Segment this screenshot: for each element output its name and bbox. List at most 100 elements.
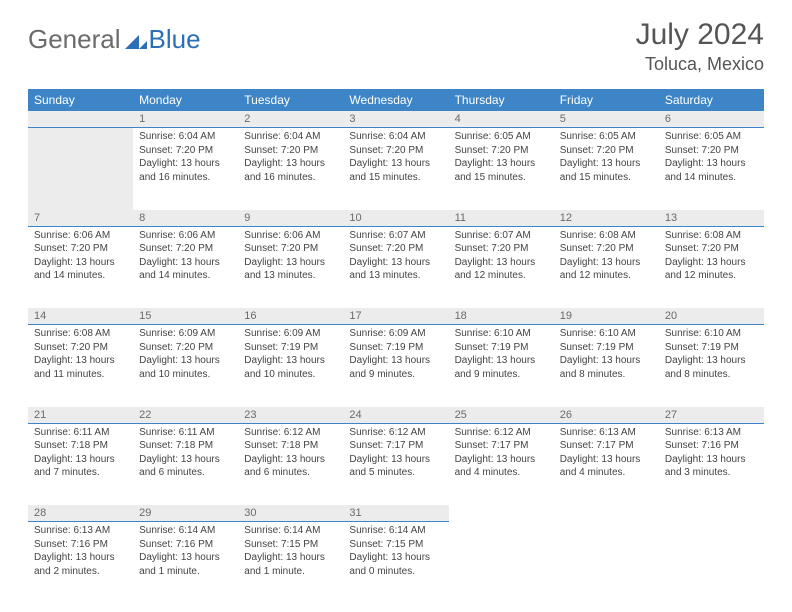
day-cell: Sunrise: 6:04 AMSunset: 7:20 PMDaylight:…	[343, 128, 448, 210]
day-number-cell: 8	[133, 210, 238, 227]
day-number-cell	[659, 505, 764, 522]
day-cell: Sunrise: 6:05 AMSunset: 7:20 PMDaylight:…	[449, 128, 554, 210]
day-number-cell: 20	[659, 308, 764, 325]
day-number-cell: 10	[343, 210, 448, 227]
day-content: Sunrise: 6:14 AMSunset: 7:15 PMDaylight:…	[244, 522, 337, 578]
day-cell: Sunrise: 6:13 AMSunset: 7:16 PMDaylight:…	[659, 423, 764, 505]
day-cell: Sunrise: 6:05 AMSunset: 7:20 PMDaylight:…	[659, 128, 764, 210]
day-number-cell: 11	[449, 210, 554, 227]
location: Toluca, Mexico	[636, 54, 764, 75]
day-number-cell: 16	[238, 308, 343, 325]
day-number-cell: 22	[133, 407, 238, 424]
day-cell: Sunrise: 6:11 AMSunset: 7:18 PMDaylight:…	[28, 423, 133, 505]
day-content: Sunrise: 6:14 AMSunset: 7:16 PMDaylight:…	[139, 522, 232, 578]
day-cell: Sunrise: 6:07 AMSunset: 7:20 PMDaylight:…	[343, 226, 448, 308]
day-content: Sunrise: 6:12 AMSunset: 7:17 PMDaylight:…	[455, 424, 548, 480]
day-cell	[28, 128, 133, 210]
day-cell: Sunrise: 6:12 AMSunset: 7:17 PMDaylight:…	[343, 423, 448, 505]
day-cell: Sunrise: 6:08 AMSunset: 7:20 PMDaylight:…	[659, 226, 764, 308]
weekday-header: Wednesday	[343, 89, 448, 111]
day-content-row: Sunrise: 6:11 AMSunset: 7:18 PMDaylight:…	[28, 423, 764, 505]
day-content: Sunrise: 6:14 AMSunset: 7:15 PMDaylight:…	[349, 522, 442, 578]
triangle-icon	[125, 31, 147, 49]
day-content: Sunrise: 6:13 AMSunset: 7:17 PMDaylight:…	[560, 424, 653, 480]
day-content: Sunrise: 6:07 AMSunset: 7:20 PMDaylight:…	[455, 227, 548, 283]
day-content: Sunrise: 6:11 AMSunset: 7:18 PMDaylight:…	[139, 424, 232, 480]
day-number-cell: 2	[238, 111, 343, 128]
day-number-cell: 5	[554, 111, 659, 128]
day-number-cell: 25	[449, 407, 554, 424]
weekday-header: Monday	[133, 89, 238, 111]
day-cell: Sunrise: 6:06 AMSunset: 7:20 PMDaylight:…	[28, 226, 133, 308]
day-cell: Sunrise: 6:12 AMSunset: 7:18 PMDaylight:…	[238, 423, 343, 505]
day-number-cell	[449, 505, 554, 522]
day-number-cell	[554, 505, 659, 522]
day-content: Sunrise: 6:05 AMSunset: 7:20 PMDaylight:…	[455, 128, 548, 184]
day-content: Sunrise: 6:05 AMSunset: 7:20 PMDaylight:…	[560, 128, 653, 184]
weekday-header: Sunday	[28, 89, 133, 111]
day-number-cell: 27	[659, 407, 764, 424]
day-cell: Sunrise: 6:10 AMSunset: 7:19 PMDaylight:…	[554, 325, 659, 407]
day-content: Sunrise: 6:09 AMSunset: 7:20 PMDaylight:…	[139, 325, 232, 381]
day-content-row: Sunrise: 6:13 AMSunset: 7:16 PMDaylight:…	[28, 522, 764, 604]
day-cell: Sunrise: 6:04 AMSunset: 7:20 PMDaylight:…	[238, 128, 343, 210]
day-content: Sunrise: 6:12 AMSunset: 7:17 PMDaylight:…	[349, 424, 442, 480]
day-number-row: 123456	[28, 111, 764, 128]
weekday-header: Thursday	[449, 89, 554, 111]
day-content: Sunrise: 6:04 AMSunset: 7:20 PMDaylight:…	[244, 128, 337, 184]
day-content: Sunrise: 6:08 AMSunset: 7:20 PMDaylight:…	[34, 325, 127, 381]
calendar-table: SundayMondayTuesdayWednesdayThursdayFrid…	[28, 89, 764, 604]
day-number-cell: 1	[133, 111, 238, 128]
day-number-row: 28293031	[28, 505, 764, 522]
day-number-cell: 23	[238, 407, 343, 424]
day-number-cell: 4	[449, 111, 554, 128]
day-cell: Sunrise: 6:14 AMSunset: 7:16 PMDaylight:…	[133, 522, 238, 604]
day-number-cell: 3	[343, 111, 448, 128]
day-cell: Sunrise: 6:09 AMSunset: 7:19 PMDaylight:…	[343, 325, 448, 407]
day-cell: Sunrise: 6:14 AMSunset: 7:15 PMDaylight:…	[343, 522, 448, 604]
day-number-row: 78910111213	[28, 210, 764, 227]
day-number-cell: 17	[343, 308, 448, 325]
day-number-cell: 31	[343, 505, 448, 522]
day-number-row: 21222324252627	[28, 407, 764, 424]
day-cell: Sunrise: 6:05 AMSunset: 7:20 PMDaylight:…	[554, 128, 659, 210]
day-number-cell	[28, 111, 133, 128]
day-content-row: Sunrise: 6:04 AMSunset: 7:20 PMDaylight:…	[28, 128, 764, 210]
logo-text-general: General	[28, 24, 121, 55]
day-cell: Sunrise: 6:08 AMSunset: 7:20 PMDaylight:…	[28, 325, 133, 407]
day-content: Sunrise: 6:13 AMSunset: 7:16 PMDaylight:…	[665, 424, 758, 480]
day-content: Sunrise: 6:10 AMSunset: 7:19 PMDaylight:…	[560, 325, 653, 381]
day-number-cell: 29	[133, 505, 238, 522]
day-cell: Sunrise: 6:06 AMSunset: 7:20 PMDaylight:…	[133, 226, 238, 308]
day-cell: Sunrise: 6:06 AMSunset: 7:20 PMDaylight:…	[238, 226, 343, 308]
day-content: Sunrise: 6:08 AMSunset: 7:20 PMDaylight:…	[560, 227, 653, 283]
day-cell: Sunrise: 6:09 AMSunset: 7:20 PMDaylight:…	[133, 325, 238, 407]
day-content: Sunrise: 6:10 AMSunset: 7:19 PMDaylight:…	[455, 325, 548, 381]
day-content: Sunrise: 6:06 AMSunset: 7:20 PMDaylight:…	[34, 227, 127, 283]
day-content: Sunrise: 6:09 AMSunset: 7:19 PMDaylight:…	[244, 325, 337, 381]
weekday-header: Friday	[554, 89, 659, 111]
day-number-cell: 13	[659, 210, 764, 227]
day-cell	[449, 522, 554, 604]
day-content: Sunrise: 6:04 AMSunset: 7:20 PMDaylight:…	[139, 128, 232, 184]
day-number-cell: 9	[238, 210, 343, 227]
day-cell: Sunrise: 6:10 AMSunset: 7:19 PMDaylight:…	[449, 325, 554, 407]
day-content: Sunrise: 6:12 AMSunset: 7:18 PMDaylight:…	[244, 424, 337, 480]
day-number-cell: 21	[28, 407, 133, 424]
day-number-cell: 28	[28, 505, 133, 522]
day-cell: Sunrise: 6:12 AMSunset: 7:17 PMDaylight:…	[449, 423, 554, 505]
day-content: Sunrise: 6:10 AMSunset: 7:19 PMDaylight:…	[665, 325, 758, 381]
day-content: Sunrise: 6:06 AMSunset: 7:20 PMDaylight:…	[139, 227, 232, 283]
day-number-cell: 18	[449, 308, 554, 325]
month-title: July 2024	[636, 18, 764, 52]
day-content: Sunrise: 6:09 AMSunset: 7:19 PMDaylight:…	[349, 325, 442, 381]
day-content: Sunrise: 6:07 AMSunset: 7:20 PMDaylight:…	[349, 227, 442, 283]
weekday-header: Saturday	[659, 89, 764, 111]
day-cell: Sunrise: 6:10 AMSunset: 7:19 PMDaylight:…	[659, 325, 764, 407]
day-cell	[659, 522, 764, 604]
day-cell	[554, 522, 659, 604]
day-number-cell: 19	[554, 308, 659, 325]
day-cell: Sunrise: 6:09 AMSunset: 7:19 PMDaylight:…	[238, 325, 343, 407]
day-content-row: Sunrise: 6:08 AMSunset: 7:20 PMDaylight:…	[28, 325, 764, 407]
day-cell: Sunrise: 6:14 AMSunset: 7:15 PMDaylight:…	[238, 522, 343, 604]
